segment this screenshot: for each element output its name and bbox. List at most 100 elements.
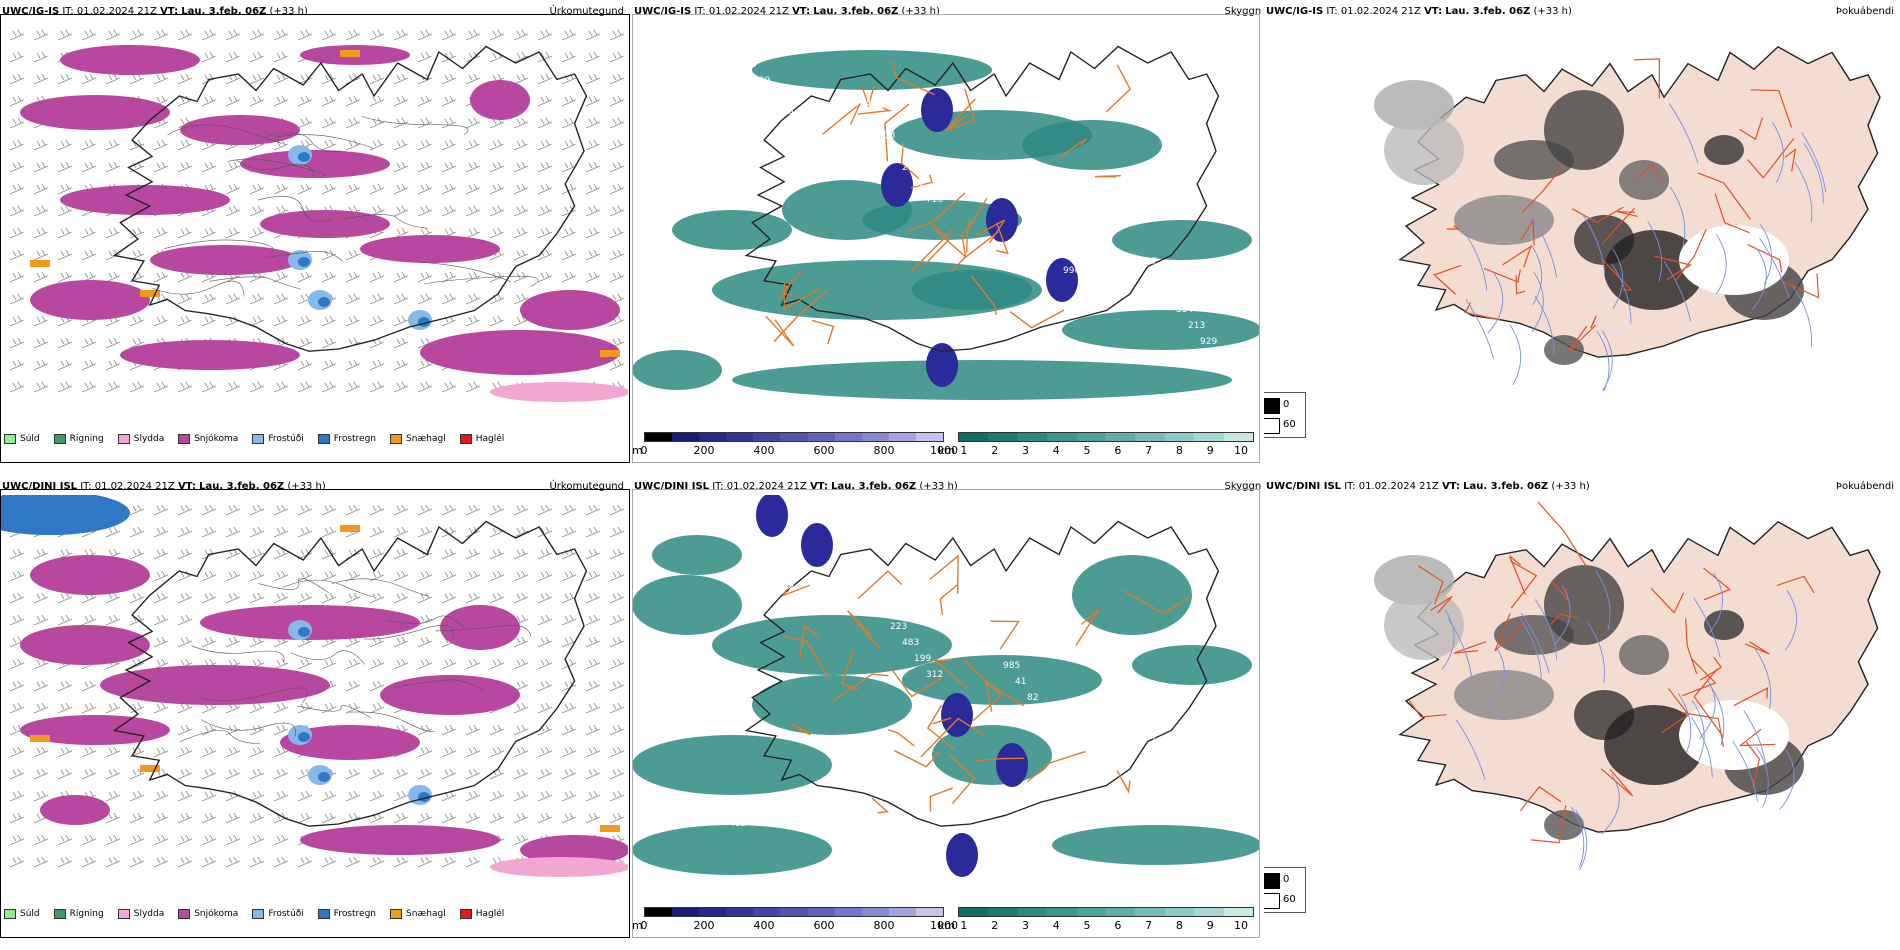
visibility-value: 199 — [914, 654, 931, 664]
snow-area — [240, 150, 390, 178]
snow-area — [60, 185, 230, 215]
colorbar-tick: 7 — [1145, 919, 1153, 932]
legend-swatch — [178, 909, 191, 919]
visibility-value: 956 — [1200, 812, 1217, 822]
visibility-areas — [632, 495, 1260, 877]
legend-label: Frostúði — [268, 434, 304, 444]
visibility-m-colorbar: 0 200 400 600 800 1000 — [640, 432, 958, 470]
low-visibility-area — [752, 675, 912, 735]
legend-label: 0 — [1283, 874, 1290, 885]
legend-swatch — [459, 909, 472, 919]
legend-label: Rigning — [69, 909, 104, 919]
visibility-value: 104 — [777, 108, 794, 118]
it-label: IT: — [712, 481, 724, 492]
very-low-visibility-area — [941, 693, 973, 737]
legend-swatch — [1264, 398, 1280, 414]
vt-value: Lau. 3.feb. 06Z — [1463, 481, 1549, 492]
cloud-cell — [1454, 195, 1554, 245]
snow-area — [280, 725, 420, 760]
visibility-value: 932 — [717, 328, 734, 338]
legend-label: 60 — [1283, 894, 1296, 905]
visibility-areas — [632, 50, 1260, 400]
visibility-value: 213 — [1188, 321, 1205, 331]
road-network — [1408, 501, 1815, 844]
legend-swatch — [252, 909, 265, 919]
cloud-indicator-panel: UWC/IG-IS IT: 01.02.2024 21Z VT: Lau. 3.… — [1264, 0, 1894, 470]
snow-area — [120, 340, 300, 370]
very-low-visibility-area — [1046, 258, 1078, 302]
visibility-value: 62 — [914, 179, 925, 189]
very-low-visibility-area — [996, 743, 1028, 787]
visibility-value: 312 — [926, 670, 943, 680]
legend-swatch — [1264, 418, 1280, 434]
freezing-rain-area — [318, 297, 330, 307]
very-low-visibility-area — [881, 163, 913, 207]
colorbar-tick: 0 — [640, 919, 648, 932]
low-visibility-area — [632, 575, 742, 635]
snow-area — [30, 280, 150, 320]
precip-map — [9, 29, 628, 402]
legend-item-ice-pellets: Snæhagl — [390, 434, 446, 444]
it-value: 01.02.2024 21Z — [1358, 481, 1439, 492]
snow-area — [360, 235, 500, 263]
cloud-cell — [1604, 705, 1704, 785]
visibility-value: 75 — [1164, 289, 1175, 299]
low-visibility-area — [732, 360, 1232, 400]
lead-time: (+33 h) — [919, 481, 958, 492]
terrain-contours — [152, 116, 539, 297]
colorbar-tick: 800 — [873, 919, 895, 932]
lead-time: (+33 h) — [1551, 481, 1590, 492]
visibility-value: 483 — [902, 638, 919, 648]
visibility-value: 274 — [789, 124, 806, 134]
colorbar-tick: 3 — [1021, 444, 1029, 457]
colorbar-tick: 9 — [1206, 444, 1214, 457]
cloud-cell — [1454, 670, 1554, 720]
visibility-value: 209 — [753, 76, 770, 86]
colorbar-tick: 0 — [640, 444, 648, 457]
legend-label: Snjókoma — [194, 434, 239, 444]
visibility-value: 184 — [789, 599, 806, 609]
visibility-value: 354 — [1176, 305, 1193, 315]
legend-swatch — [1264, 893, 1280, 909]
snow-area — [380, 675, 520, 715]
visibility-value: 308 — [1051, 725, 1068, 735]
precip-areas — [0, 495, 628, 877]
cloud-cell — [1384, 590, 1464, 660]
legend-item-freezing-rain: Frostregn — [317, 909, 376, 919]
visibility-value: 380 — [652, 53, 669, 63]
freezing-rain-area — [298, 152, 310, 162]
ice-pellets-area — [600, 825, 620, 832]
colorbar-tick: 2 — [991, 444, 999, 457]
legend-item-drizzle: Súld — [4, 909, 40, 919]
visibility-value: 847 — [1063, 741, 1080, 751]
ice-pellets-area — [140, 290, 160, 297]
vt-label: VT: — [809, 481, 828, 492]
low-visibility-area — [912, 270, 1032, 310]
legend-item-drizzle: Súld — [4, 434, 40, 444]
sleet-area — [490, 857, 628, 877]
cloud-legend: 0 60 — [1264, 867, 1306, 913]
colorbar-unit: km — [938, 919, 956, 932]
panel-header: UWC/IG-IS IT: 01.02.2024 21Z VT: Lau. 3.… — [1266, 6, 1572, 17]
coastline — [112, 45, 588, 352]
snow-area — [20, 715, 170, 745]
visibility-value: 152 — [1152, 273, 1169, 283]
visibility-value-labels: 380 274 716 996 929 104 62 140 213 166 267 335 354 20… — [652, 53, 1217, 354]
product-title: Úrkomutegund — [549, 6, 624, 17]
low-visibility-area — [1052, 825, 1260, 865]
colorbar-tick: 3 — [1021, 919, 1029, 932]
visibility-value: 166 — [765, 92, 782, 102]
precip-legend: Súld Rigning Slydda Snjókoma Frostúði Frostre… — [4, 909, 504, 919]
visibility-value: 66 — [753, 551, 765, 561]
freezing-rain-area — [298, 627, 310, 637]
visibility-value: 840 — [991, 170, 1008, 180]
visibility-km-colorbar: 1 2 3 4 5 6 7 8 9 10 — [958, 432, 1254, 470]
freezing-rain-area — [298, 732, 310, 742]
visibility-value: 52 — [1003, 186, 1014, 196]
legend-label: Snæhagl — [406, 434, 446, 444]
legend-item-freezing-drizzle: Frostúði — [252, 909, 304, 919]
sleet-area — [490, 382, 628, 402]
vt-label: VT: — [1441, 481, 1460, 492]
colorbar-tick: 1000 — [930, 919, 958, 932]
very-low-visibility-area — [756, 495, 788, 537]
